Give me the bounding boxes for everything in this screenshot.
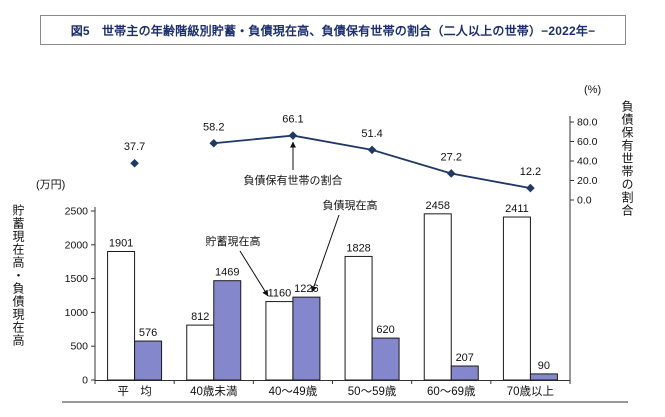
- category-label: 60～69歳: [427, 385, 476, 398]
- category-label: 40歳未満: [190, 385, 237, 398]
- figure-title-box: 図5 世帯主の年齢階級別貯蓄・負債現在高、負債保有世帯の割合（二人以上の世帯）−…: [40, 15, 626, 45]
- savings-bar-value: 2458: [426, 200, 450, 212]
- savings-bar: [423, 213, 452, 381]
- pct-point-label: 51.4: [361, 128, 382, 140]
- pct-point-label: 37.7: [124, 141, 145, 153]
- annotation-label: 貯蓄現在高: [206, 234, 261, 248]
- liabilities-bar-value: 207: [456, 352, 474, 364]
- liabilities-bar-value: 576: [139, 327, 157, 339]
- savings-bar: [502, 216, 531, 381]
- figure-title: 図5 世帯主の年齢階級別貯蓄・負債現在高、負債保有世帯の割合（二人以上の世帯）−…: [70, 23, 596, 38]
- money-tick-label: 2500: [65, 206, 89, 218]
- savings-bar-value: 2411: [505, 203, 529, 215]
- money-tick-label: 1000: [65, 307, 89, 319]
- pct-point-label: 66.1: [282, 114, 303, 126]
- money-tick-label: 0: [82, 375, 88, 387]
- savings-bar-value: 812: [191, 311, 209, 323]
- annotation-label: 負債保有世帯の割合: [244, 173, 343, 187]
- liabilities-bar: [134, 340, 163, 381]
- pct-tick-label: 60.0: [577, 136, 598, 148]
- pct-marker: [446, 169, 456, 178]
- liabilities-bar-value: 90: [538, 360, 550, 372]
- pct-tick-label: 80.0: [577, 117, 598, 129]
- liabilities-bar: [450, 365, 479, 381]
- pct-tick-label: 20.0: [577, 175, 598, 187]
- money-tick-label: 2000: [65, 239, 89, 251]
- liabilities-bar-value: 1469: [215, 267, 239, 279]
- liabilities-bar-value: 620: [376, 324, 394, 336]
- money-tick-label: 1500: [65, 273, 89, 285]
- pct-point-label: 58.2: [203, 121, 224, 133]
- annotation-arrow: [310, 214, 340, 293]
- savings-bar-value: 1160: [268, 288, 292, 300]
- pct-marker: [367, 145, 377, 155]
- right-axis-title: 負債保有世帯の割合: [620, 100, 634, 217]
- annotation-label: 負債現在高: [323, 198, 378, 212]
- left-axis-unit: (万円): [36, 179, 66, 191]
- money-tick-label: 500: [70, 341, 88, 353]
- pct-marker: [130, 158, 139, 168]
- liabilities-bar: [213, 280, 242, 381]
- annotation-arrow: [239, 250, 269, 297]
- chart-root: 0 500 1000 1500 2000 2500 0.0 20.0 40.0 60.0 80.0 1…: [62, 114, 628, 403]
- savings-bar-value: 1901: [109, 237, 133, 249]
- savings-bar: [186, 324, 215, 381]
- category-label: 40～49歳: [269, 385, 318, 398]
- pct-tick-label: 0.0: [577, 195, 592, 207]
- liabilities-bar: [529, 373, 558, 381]
- left-axis-title: 貯蓄現在高・負債現在高: [11, 204, 25, 347]
- savings-bar: [265, 301, 294, 381]
- pct-point-label: 27.2: [441, 151, 462, 163]
- savings-bar: [344, 255, 373, 381]
- savings-bar: [107, 250, 136, 381]
- category-label: 70歳以上: [507, 385, 554, 398]
- right-axis-unit: (%): [584, 84, 602, 96]
- category-label: 50～59歳: [348, 385, 397, 398]
- pct-point-label: 12.2: [520, 166, 541, 178]
- pct-tick-label: 40.0: [577, 156, 598, 168]
- category-label: 平 均: [117, 385, 152, 398]
- pct-marker: [288, 131, 298, 140]
- savings-bar-value: 1828: [346, 242, 370, 254]
- liabilities-bar: [292, 296, 321, 381]
- pct-marker: [209, 138, 219, 148]
- pct-marker: [526, 183, 535, 193]
- liabilities-bar: [371, 337, 400, 381]
